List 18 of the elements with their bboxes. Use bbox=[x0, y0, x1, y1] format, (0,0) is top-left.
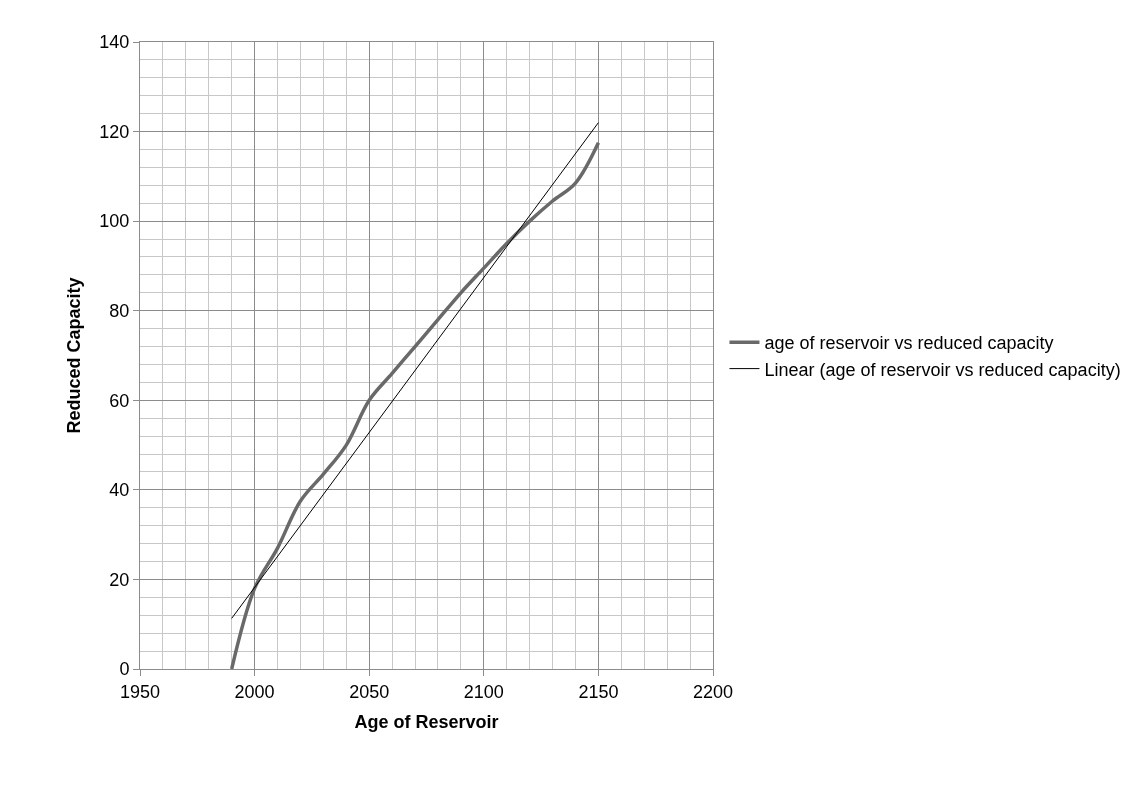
y-tick-label: 140 bbox=[99, 32, 130, 53]
x-tick-label: 2050 bbox=[349, 681, 390, 702]
y-tick-label: 120 bbox=[99, 121, 130, 142]
legend-label: age of reservoir vs reduced capacity bbox=[764, 333, 1054, 354]
x-axis-title: Age of Reservoir bbox=[354, 711, 499, 732]
y-tick-label: 0 bbox=[119, 659, 130, 680]
y-tick-label: 40 bbox=[109, 480, 130, 501]
y-axis-title: Reduced Capacity bbox=[63, 277, 84, 434]
x-tick-label: 2200 bbox=[692, 681, 734, 702]
x-tick-label: 1950 bbox=[119, 681, 161, 702]
y-tick-label: 60 bbox=[109, 390, 130, 411]
y-tick-label: 20 bbox=[109, 569, 130, 590]
y-tick-label: 80 bbox=[109, 301, 130, 322]
x-tick-label: 2000 bbox=[234, 681, 275, 702]
legend-label: Linear (age of reservoir vs reduced capacity) bbox=[764, 359, 1121, 380]
x-tick-label: 2100 bbox=[463, 681, 504, 702]
x-tick-label: 2150 bbox=[578, 681, 619, 702]
y-tick-label: 100 bbox=[99, 211, 130, 232]
